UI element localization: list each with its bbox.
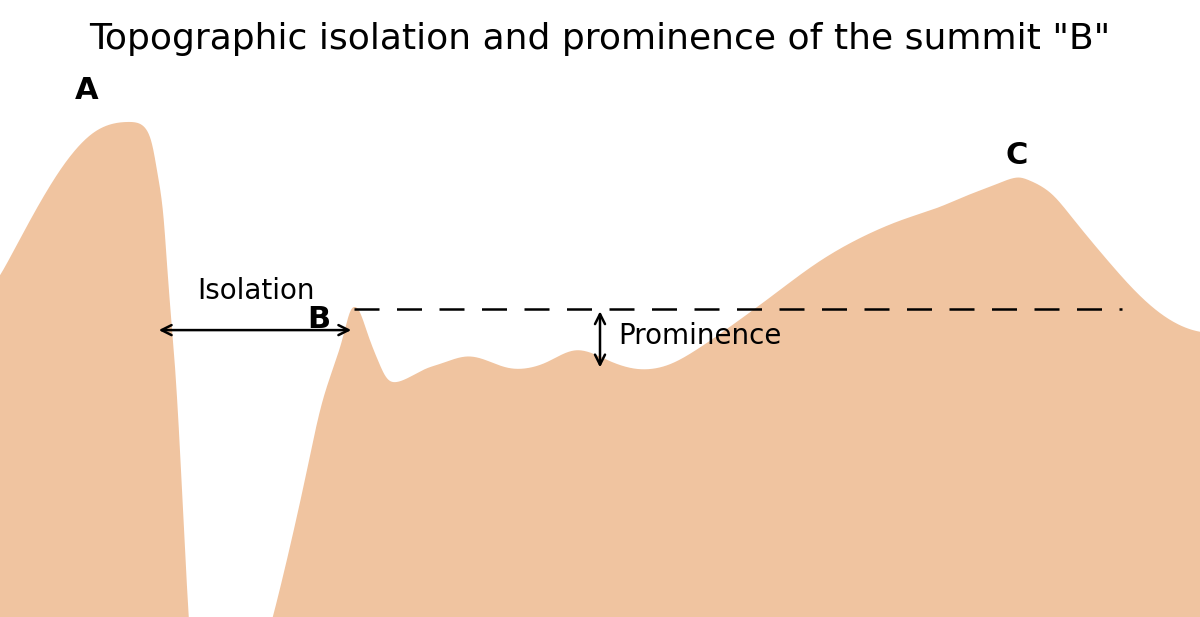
Polygon shape xyxy=(0,123,1200,617)
Text: C: C xyxy=(1006,141,1028,170)
Text: Topographic isolation and prominence of the summit "B": Topographic isolation and prominence of … xyxy=(89,22,1111,56)
Text: Prominence: Prominence xyxy=(618,322,781,350)
Text: B: B xyxy=(307,305,330,334)
Text: Isolation: Isolation xyxy=(197,278,314,305)
Text: A: A xyxy=(74,76,98,105)
